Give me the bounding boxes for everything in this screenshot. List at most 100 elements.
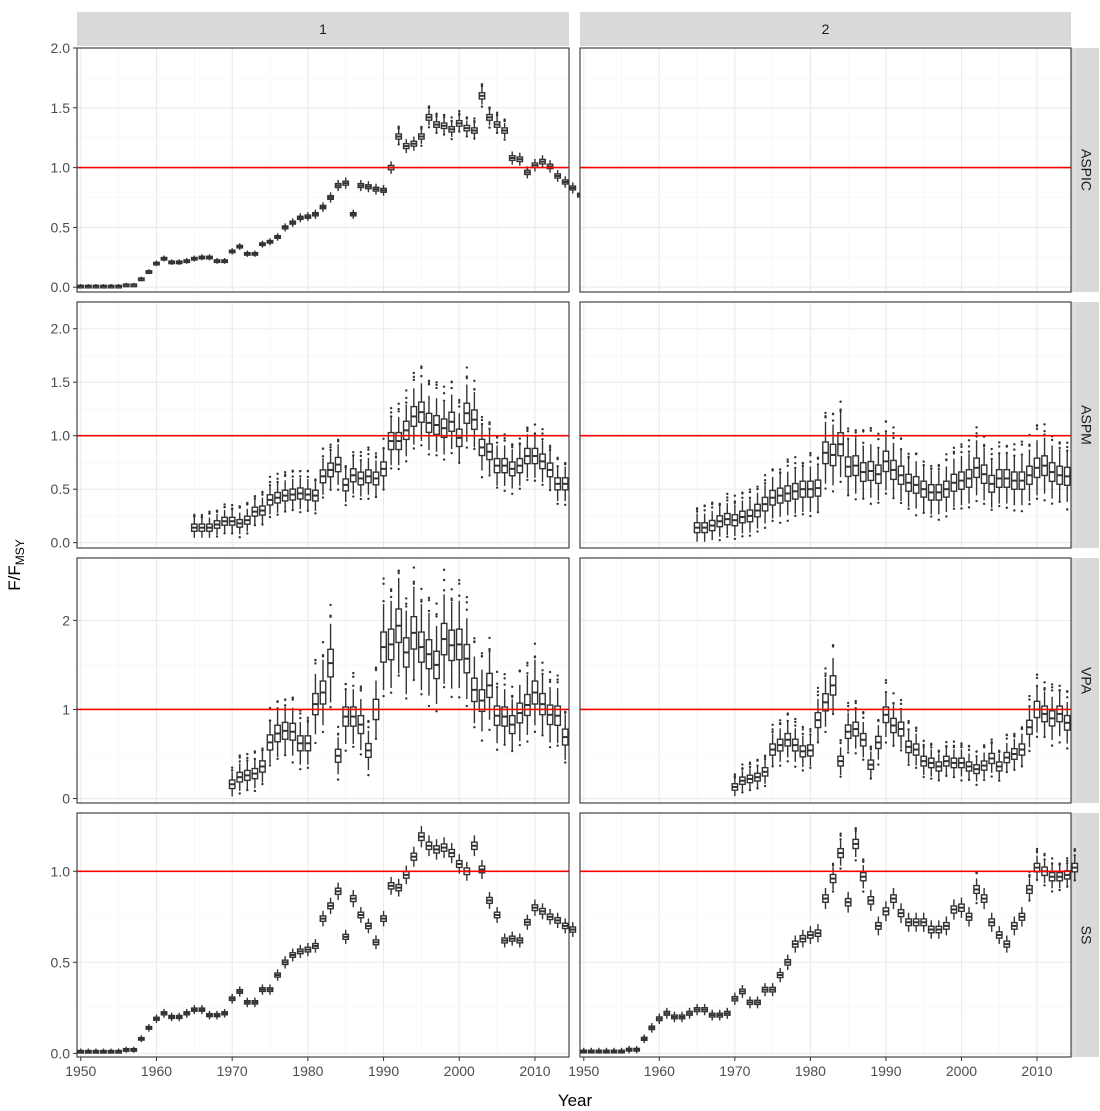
outlier-point — [975, 783, 978, 787]
box-2013 — [1056, 862, 1064, 892]
outlier-point — [420, 125, 423, 129]
outlier-point — [1050, 862, 1054, 865]
outlier-point — [786, 460, 789, 464]
outlier-point — [397, 407, 400, 411]
outlier-point — [748, 761, 752, 764]
box-1974 — [761, 754, 769, 788]
outlier-point — [321, 655, 325, 658]
outlier-point — [442, 578, 446, 582]
outlier-point — [548, 745, 552, 749]
outlier-point — [420, 374, 423, 378]
outlier-point — [556, 674, 559, 677]
outlier-point — [548, 446, 552, 450]
box-1984 — [334, 179, 342, 192]
box-1967 — [206, 1010, 213, 1020]
outlier-point — [1066, 445, 1069, 449]
outlier-point — [816, 686, 820, 690]
box-1971 — [236, 505, 244, 539]
box-1956 — [122, 282, 130, 288]
outlier-point — [990, 775, 993, 778]
outlier-point — [253, 497, 257, 500]
x-tick-label: 2010 — [519, 1063, 550, 1079]
outlier-point — [794, 456, 797, 459]
row-strip-vpa — [1071, 558, 1099, 803]
outlier-point — [703, 509, 706, 512]
outlier-point — [246, 752, 249, 756]
outlier-point — [907, 728, 910, 731]
outlier-point — [397, 127, 400, 130]
box-1975 — [769, 723, 777, 768]
outlier-point — [1028, 705, 1031, 708]
outlier-point — [511, 492, 514, 495]
x-tick-label: 1980 — [292, 1063, 323, 1079]
panel-aspic-1: 0.0 0.5 1.0 1.5 2.0 — [51, 40, 584, 295]
outlier-point — [967, 506, 971, 509]
outlier-point — [548, 488, 552, 492]
outlier-point — [283, 698, 287, 701]
outlier-point — [998, 504, 1001, 508]
outlier-point — [564, 710, 567, 714]
outlier-point — [1058, 442, 1061, 445]
outlier-point — [518, 743, 521, 747]
box-2002 — [470, 117, 478, 140]
outlier-point — [816, 463, 820, 466]
outlier-point — [495, 682, 499, 685]
outlier-point — [756, 485, 759, 488]
box-2009 — [523, 914, 531, 930]
row-strip-label-aspic: ASPIC — [1078, 149, 1094, 191]
outlier-point — [442, 568, 446, 572]
box-1995 — [417, 365, 425, 447]
outlier-point — [397, 674, 400, 677]
box-1961 — [160, 1008, 168, 1018]
outlier-point — [276, 513, 279, 516]
box-1992 — [897, 903, 905, 924]
box-1961 — [663, 1007, 671, 1019]
y-tick-label: 2.0 — [51, 40, 71, 56]
outlier-point — [839, 775, 842, 778]
box-2006 — [1003, 444, 1011, 509]
box-2010 — [1033, 847, 1041, 882]
outlier-point — [246, 503, 249, 506]
box-1992 — [897, 698, 905, 752]
box-2014 — [561, 176, 569, 188]
outlier-point — [763, 473, 767, 477]
box-1955 — [115, 1048, 123, 1054]
box-1975 — [266, 475, 274, 519]
outlier-point — [869, 429, 873, 432]
panel-vpa-2 — [579, 557, 1076, 804]
outlier-point — [503, 683, 506, 686]
outlier-point — [907, 507, 910, 510]
box-1958 — [640, 1034, 648, 1044]
box-1975 — [769, 983, 777, 997]
box-2011 — [539, 903, 546, 920]
box-1991 — [890, 692, 897, 748]
outlier-point — [1050, 744, 1054, 747]
outlier-point — [998, 779, 1001, 782]
outlier-point — [283, 704, 287, 707]
outlier-point — [344, 466, 347, 470]
box-1988 — [364, 181, 372, 193]
outlier-point — [1043, 884, 1046, 887]
outlier-point — [884, 741, 888, 744]
outlier-point — [710, 506, 714, 509]
row-strip-ss — [1071, 813, 1099, 1057]
box-1982 — [319, 202, 327, 212]
box-2008 — [516, 152, 524, 166]
outlier-point — [922, 743, 925, 747]
outlier-point — [945, 453, 948, 456]
box-2011 — [539, 428, 546, 486]
box-1989 — [372, 935, 380, 950]
box-2001 — [965, 744, 973, 782]
box-2004 — [988, 447, 996, 511]
box-2013 — [1056, 441, 1064, 504]
outlier-point — [824, 730, 827, 734]
box-2000 — [455, 109, 463, 133]
row-strip-label-vpa: VPA — [1078, 667, 1094, 695]
outlier-point — [276, 480, 279, 484]
outlier-point — [230, 766, 234, 769]
outlier-point — [556, 502, 559, 506]
outlier-point — [223, 532, 226, 535]
box-1972 — [746, 996, 754, 1009]
box-1973 — [251, 494, 259, 527]
outlier-point — [1028, 873, 1031, 877]
